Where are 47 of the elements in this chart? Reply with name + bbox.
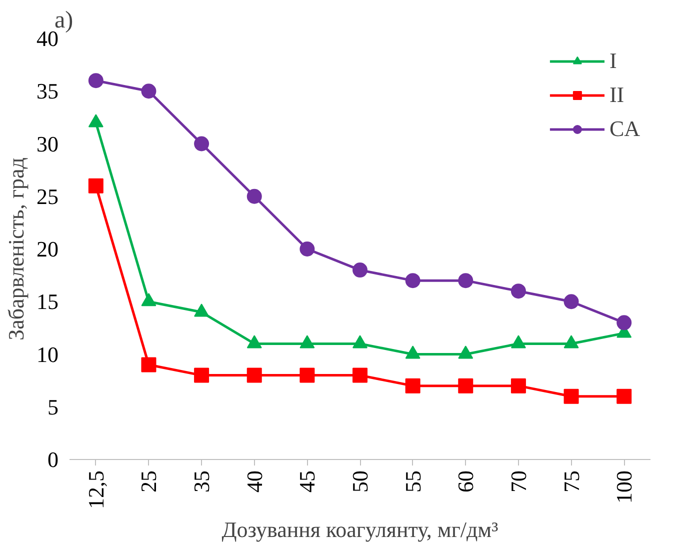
x-tick-label: 70 — [506, 470, 531, 492]
point — [510, 378, 526, 394]
y-tick-label: 20 — [36, 236, 58, 262]
x-axis-title: Дозування коагулянту, мг/дм³ — [222, 517, 499, 542]
y-tick-label: 30 — [36, 131, 58, 156]
x-tick-label: 50 — [348, 470, 372, 492]
point — [405, 273, 420, 288]
point — [141, 357, 156, 372]
y-tick-label: 10 — [36, 342, 58, 367]
point — [194, 136, 210, 152]
point — [564, 388, 579, 404]
point — [246, 368, 262, 383]
x-tick-label: 60 — [453, 470, 478, 492]
point — [510, 284, 526, 299]
x-tick-label: 12,5 — [83, 470, 108, 509]
point — [194, 368, 210, 383]
x-tick-label: 25 — [136, 470, 162, 492]
point — [246, 188, 262, 204]
point — [88, 178, 104, 194]
x-tick-label: 35 — [189, 470, 214, 492]
point — [564, 294, 579, 310]
point — [300, 368, 315, 383]
point — [405, 378, 420, 394]
chart-title: a) — [54, 8, 74, 34]
x-tick-label: 55 — [400, 470, 426, 492]
x-tick-label: 75 — [558, 470, 584, 492]
legend-label: II — [609, 82, 626, 108]
y-axis-title: Забарвленість, град — [4, 158, 28, 340]
y-tick-label: 35 — [36, 78, 58, 104]
y-tick-label: 15 — [36, 289, 58, 314]
x-tick-label: 40 — [242, 470, 267, 492]
legend-label: CA — [609, 116, 640, 142]
point — [352, 368, 368, 383]
point — [88, 73, 104, 88]
point — [616, 315, 632, 330]
point — [458, 378, 474, 394]
x-tick-label: 100 — [612, 470, 637, 504]
point — [141, 84, 156, 99]
x-tick-label: 45 — [294, 470, 320, 492]
point — [300, 242, 315, 256]
legend-label: I — [609, 48, 618, 74]
y-tick-label: 5 — [48, 394, 58, 420]
point — [458, 273, 474, 288]
y-tick-label: 25 — [36, 184, 58, 209]
point — [616, 388, 632, 404]
y-tick-label: 0 — [48, 447, 58, 472]
point — [352, 262, 368, 278]
